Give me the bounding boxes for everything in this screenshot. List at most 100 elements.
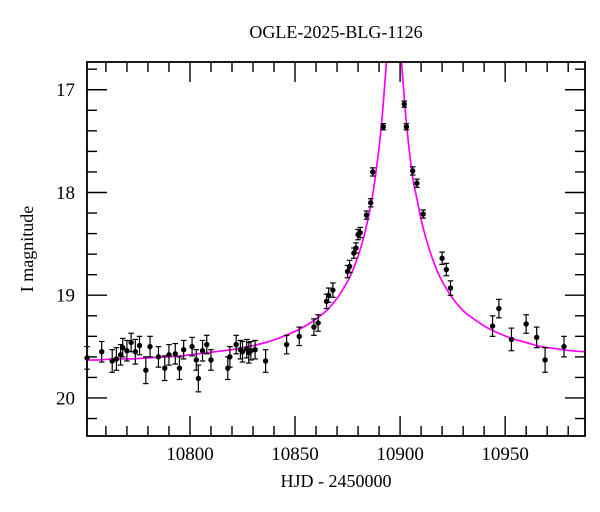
data-marker [109, 358, 115, 364]
data-point [409, 166, 416, 176]
data-marker [199, 348, 206, 354]
data-point [132, 338, 139, 365]
data-point [124, 339, 130, 362]
data-point [363, 210, 370, 220]
data-marker [124, 348, 130, 354]
data-marker [523, 321, 529, 327]
data-point [561, 335, 567, 358]
data-marker [99, 349, 105, 355]
data-marker [447, 285, 454, 291]
data-marker [330, 287, 336, 293]
data-point [227, 346, 233, 368]
plot-frame [86, 61, 586, 437]
data-marker [204, 341, 210, 348]
data-marker [193, 357, 199, 363]
data-marker [227, 354, 233, 360]
data-point [357, 226, 363, 239]
data-point [128, 332, 134, 353]
data-point [369, 167, 376, 177]
axes-frame-layer [86, 61, 586, 437]
data-point [542, 347, 548, 373]
data-marker [443, 266, 450, 273]
data-marker [496, 305, 502, 312]
data-point [380, 123, 387, 131]
data-point [193, 349, 200, 371]
data-point [443, 262, 450, 277]
y-tick-label: 17 [56, 80, 75, 101]
data-point [311, 318, 317, 336]
data-point [155, 346, 162, 368]
data-marker [252, 346, 258, 353]
data-point [489, 315, 496, 337]
data-marker [248, 348, 254, 354]
model-curve-layer [87, 62, 585, 361]
data-point [330, 282, 336, 298]
model-curve [87, 62, 585, 361]
data-marker [172, 351, 178, 357]
data-point [315, 314, 321, 332]
data-marker [132, 349, 139, 355]
data-point [195, 364, 202, 393]
data-marker [195, 375, 202, 382]
data-marker [243, 345, 250, 352]
data-marker [439, 255, 445, 261]
data-point [414, 178, 420, 188]
y-axis-label: I magnitude [17, 206, 37, 292]
data-marker [401, 101, 407, 107]
data-marker [542, 357, 548, 363]
data-point [353, 242, 359, 254]
data-point [252, 339, 258, 360]
data-point [147, 335, 153, 358]
data-marker [409, 168, 416, 174]
y-tick-label: 18 [56, 183, 75, 204]
data-marker [296, 333, 302, 340]
data-point [176, 356, 183, 381]
data-point [496, 298, 502, 319]
data-marker [353, 245, 359, 251]
data-point [523, 314, 529, 334]
data-marker [208, 357, 214, 363]
data-point [113, 347, 120, 371]
data-point [172, 342, 179, 365]
data-marker [420, 211, 426, 217]
data-marker [508, 336, 515, 343]
data-marker [367, 200, 374, 206]
data-point [180, 339, 187, 360]
data-point [119, 337, 126, 358]
data-marker [325, 292, 332, 298]
data-marker [162, 365, 168, 371]
data-point [420, 209, 427, 219]
data-point [262, 349, 269, 373]
data-point [203, 334, 210, 355]
data-marker [283, 341, 290, 348]
data-point [401, 100, 408, 108]
data-point [166, 343, 172, 366]
data-point [189, 336, 195, 357]
data-marker [147, 343, 153, 350]
chart-title: OGLE-2025-BLG-1126 [249, 22, 422, 42]
data-marker [363, 212, 370, 218]
data-point [346, 259, 353, 274]
data-marker [380, 124, 386, 130]
data-marker [128, 339, 134, 346]
data-point [233, 334, 239, 355]
data-marker [120, 344, 126, 351]
data-point [533, 326, 540, 349]
data-point [109, 349, 116, 373]
data-point [199, 339, 206, 362]
data-marker [262, 358, 269, 364]
data-marker [233, 341, 239, 348]
data-points-layer [84, 100, 567, 393]
data-marker [414, 180, 420, 186]
data-marker [370, 169, 376, 175]
data-point [283, 334, 290, 355]
x-tick-label: 10950 [481, 444, 529, 465]
data-marker [166, 352, 172, 358]
data-marker [239, 349, 246, 355]
data-marker [136, 342, 143, 349]
x-tick-label: 10850 [271, 444, 319, 465]
data-point [403, 123, 410, 131]
data-point [508, 327, 515, 352]
